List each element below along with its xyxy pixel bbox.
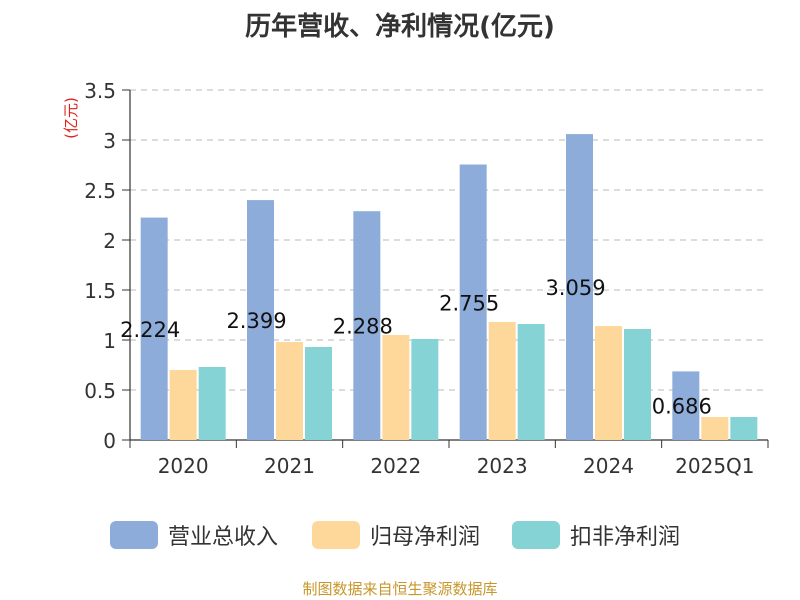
data-label: 3.059 — [545, 276, 605, 300]
bar-3 — [198, 367, 226, 440]
legend-label: 扣非净利润 — [570, 525, 681, 550]
y-tick-label: 1 — [103, 329, 116, 353]
y-axis-label: (亿元) — [62, 97, 80, 139]
bar-1 — [140, 217, 168, 440]
bar-3 — [624, 329, 651, 440]
bar-1 — [247, 200, 274, 440]
x-tick-label: 2025Q1 — [675, 454, 754, 478]
bar-2 — [488, 322, 516, 440]
bar-3 — [517, 324, 545, 440]
data-label: 2.224 — [120, 318, 180, 342]
x-tick-label: 2021 — [264, 454, 315, 478]
legend-swatch — [110, 521, 158, 549]
legend-item[interactable]: 归母净利润 — [312, 520, 480, 550]
bar-2 — [701, 417, 729, 440]
data-label: 0.686 — [652, 395, 712, 419]
x-tick-label: 2023 — [477, 454, 528, 478]
y-tick-label: 2.5 — [84, 179, 116, 203]
x-tick-label: 2022 — [370, 454, 421, 478]
x-tick-label: 2024 — [583, 454, 634, 478]
y-tick-label: 3.5 — [84, 79, 116, 103]
bar-3 — [305, 347, 332, 440]
y-tick-label: 2 — [103, 229, 116, 253]
bar-2 — [595, 326, 622, 440]
bar-1 — [566, 134, 593, 440]
bars — [140, 134, 758, 440]
gridlines — [130, 89, 768, 391]
legend-item[interactable]: 营业总收入 — [110, 520, 278, 550]
legend-item[interactable]: 扣非净利润 — [512, 520, 680, 550]
legend-swatch — [512, 521, 560, 549]
y-tick-label: 0.5 — [84, 379, 116, 403]
bar-3 — [411, 339, 439, 440]
bar-1 — [672, 371, 700, 440]
bar-2 — [382, 335, 410, 440]
bar-2 — [276, 342, 303, 440]
legend-label: 归母净利润 — [370, 525, 481, 550]
legend-label: 营业总收入 — [168, 525, 279, 550]
bar-1 — [459, 164, 487, 440]
legend-swatch — [312, 521, 360, 549]
y-tick-label: 3 — [103, 129, 116, 153]
source-note: 制图数据来自恒生聚源数据库 — [302, 580, 498, 598]
bar-2 — [169, 370, 197, 440]
data-label: 2.399 — [226, 309, 286, 333]
data-label: 2.755 — [439, 291, 499, 315]
data-label: 2.288 — [333, 315, 393, 339]
y-tick-label: 1.5 — [84, 279, 116, 303]
y-tick-label: 0 — [103, 429, 116, 453]
x-tick-label: 2020 — [158, 454, 209, 478]
bar-1 — [353, 211, 381, 440]
axes: 0 0.5 1 1.5 2 2.5 3 3.5(亿元) 2020 2021 2022 2023 2024… — [62, 79, 769, 478]
bar-3 — [730, 417, 758, 440]
chart-title: 历年营收、净利情况(亿元) — [245, 12, 555, 42]
data-labels: 2.224 2.399 2.288 2.755 3.059 0.686 — [120, 276, 712, 419]
